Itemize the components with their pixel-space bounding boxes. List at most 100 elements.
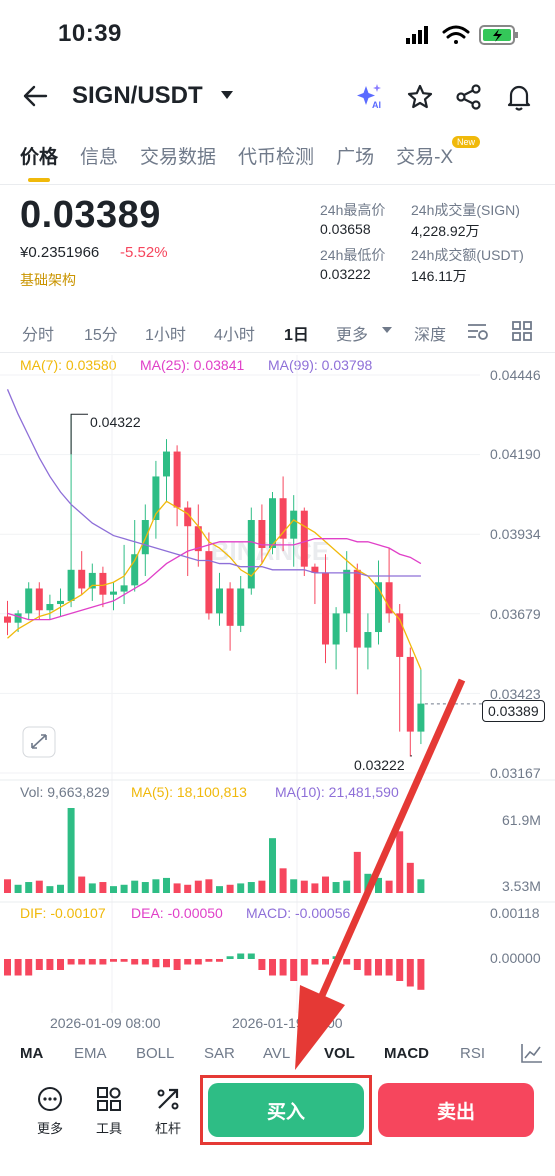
leverage-label[interactable]: 杠杆: [154, 1121, 181, 1136]
expand-icon[interactable]: [22, 726, 56, 758]
macd-bar: [131, 959, 139, 965]
tab-square[interactable]: 广场: [336, 147, 375, 168]
macd-bar: [194, 959, 202, 965]
main-tabs: 价格 信息 交易数据 代币检测 广场 交易-X: [20, 142, 475, 169]
tab-trading-data[interactable]: 交易数据: [140, 147, 217, 168]
vol-ma5-legend: MA(5): 18,100,813: [131, 784, 247, 800]
volume-bar: [57, 884, 64, 893]
ma99-legend: MA(99): 0.03798: [268, 357, 373, 373]
ma99-line: [6, 389, 421, 577]
interval-depth[interactable]: 深度: [414, 327, 447, 344]
price-axis-label: 0.03934: [490, 526, 541, 542]
macd-bar: [269, 959, 276, 976]
ind-tab-ma[interactable]: MA: [20, 1045, 44, 1062]
macd-bar: [300, 959, 308, 976]
chart-low-label: 0.03222: [354, 757, 405, 773]
candle-body: [25, 588, 33, 614]
tools-label[interactable]: 工具: [95, 1121, 122, 1136]
macd-bar: [110, 959, 117, 962]
category-tag[interactable]: 基础架构: [20, 272, 76, 288]
sell-button[interactable]: 卖出: [378, 1083, 534, 1137]
volume-bar: [110, 886, 117, 893]
current-price-tag: 0.03389: [482, 700, 545, 722]
volume-bar: [194, 880, 202, 893]
candle-body: [300, 510, 308, 567]
candle-body: [120, 585, 128, 592]
macd-bar: [322, 959, 329, 965]
ind-tab-avl[interactable]: AVL: [263, 1045, 291, 1062]
volume-bar: [375, 877, 382, 893]
candle-body: [99, 572, 107, 595]
macd-bar: [57, 959, 64, 970]
more-label[interactable]: 更多: [36, 1121, 63, 1136]
volume-bar: [163, 877, 170, 893]
macd-bar: [99, 959, 107, 965]
ind-tab-macd[interactable]: MACD: [384, 1045, 429, 1062]
price-axis-label: 0.03679: [490, 606, 541, 622]
macd-bar: [279, 959, 287, 976]
ind-tab-sar[interactable]: SAR: [204, 1045, 235, 1062]
tab-price[interactable]: 价格: [20, 147, 59, 168]
buy-button[interactable]: 买入: [208, 1083, 364, 1137]
tab-token-check[interactable]: 代币检测: [238, 147, 315, 168]
ai-sparkle-icon[interactable]: AI: [356, 82, 386, 110]
macd-bar: [205, 959, 213, 962]
macd-dif-legend: DIF: -0.00107: [20, 905, 106, 921]
volume-bar: [353, 851, 361, 893]
layout-grid-icon[interactable]: [511, 320, 533, 342]
candle-body: [46, 604, 54, 611]
indicator-settings-icon[interactable]: [466, 320, 490, 342]
more-icon[interactable]: [37, 1086, 63, 1112]
ind-tab-boll[interactable]: BOLL: [136, 1045, 175, 1062]
ind-tab-vol[interactable]: VOL: [324, 1045, 355, 1062]
vol-axis-label: 61.9M: [502, 812, 541, 828]
interval-timeshare[interactable]: 分时: [22, 327, 55, 344]
macd-bar: [78, 959, 86, 965]
interval-1d[interactable]: 1日: [284, 327, 309, 344]
svg-text:AI: AI: [372, 100, 381, 110]
new-badge: New: [452, 136, 481, 148]
macd-bar: [417, 959, 425, 990]
ind-tab-ema[interactable]: EMA: [74, 1045, 107, 1062]
interval-1h[interactable]: 1小时: [145, 327, 186, 344]
vol-legend: Vol: 9,663,829: [20, 784, 110, 800]
interval-4h[interactable]: 4小时: [214, 327, 255, 344]
leverage-icon[interactable]: [155, 1086, 181, 1112]
candle-body: [258, 520, 266, 549]
ma25-line: [7, 538, 422, 621]
tab-info[interactable]: 信息: [80, 147, 119, 168]
more-caret-icon[interactable]: [381, 326, 393, 334]
star-icon[interactable]: [406, 83, 434, 111]
interval-15m[interactable]: 15分: [84, 327, 118, 344]
volume-bar: [152, 879, 160, 893]
divider: [0, 184, 555, 185]
macd-bar: [14, 959, 22, 976]
macd-bar: [141, 959, 149, 965]
tools-icon[interactable]: [96, 1086, 122, 1112]
macd-bar: [173, 959, 181, 970]
ind-tab-rsi[interactable]: RSI: [460, 1045, 486, 1062]
wifi-icon: [442, 25, 470, 44]
volume-bar: [258, 880, 266, 893]
back-arrow-icon[interactable]: [22, 84, 48, 108]
bell-icon[interactable]: [505, 82, 533, 112]
kline-chart[interactable]: BINANCE: [0, 355, 555, 1035]
indicator-chart-icon[interactable]: [520, 1042, 544, 1064]
share-icon[interactable]: [455, 83, 483, 111]
volume-bar: [290, 879, 298, 893]
tab-trade-x[interactable]: 交易-X: [396, 147, 454, 168]
volume-label: 24h成交量(SIGN): [411, 202, 520, 218]
volume-bar: [279, 868, 287, 893]
macd-bar: [184, 959, 192, 965]
pair-title[interactable]: SIGN/USDT: [72, 82, 203, 109]
volume-bar: [300, 880, 308, 893]
interval-more[interactable]: 更多: [336, 327, 369, 344]
macd-dea-legend: DEA: -0.00050: [131, 905, 223, 921]
candle-body: [279, 498, 287, 539]
macd-bar: [258, 959, 266, 970]
volume-bar: [385, 880, 393, 893]
candle-body: [385, 582, 393, 614]
volume-bar: [343, 880, 351, 893]
caret-down-icon[interactable]: [220, 90, 234, 100]
candle-body: [4, 616, 11, 623]
